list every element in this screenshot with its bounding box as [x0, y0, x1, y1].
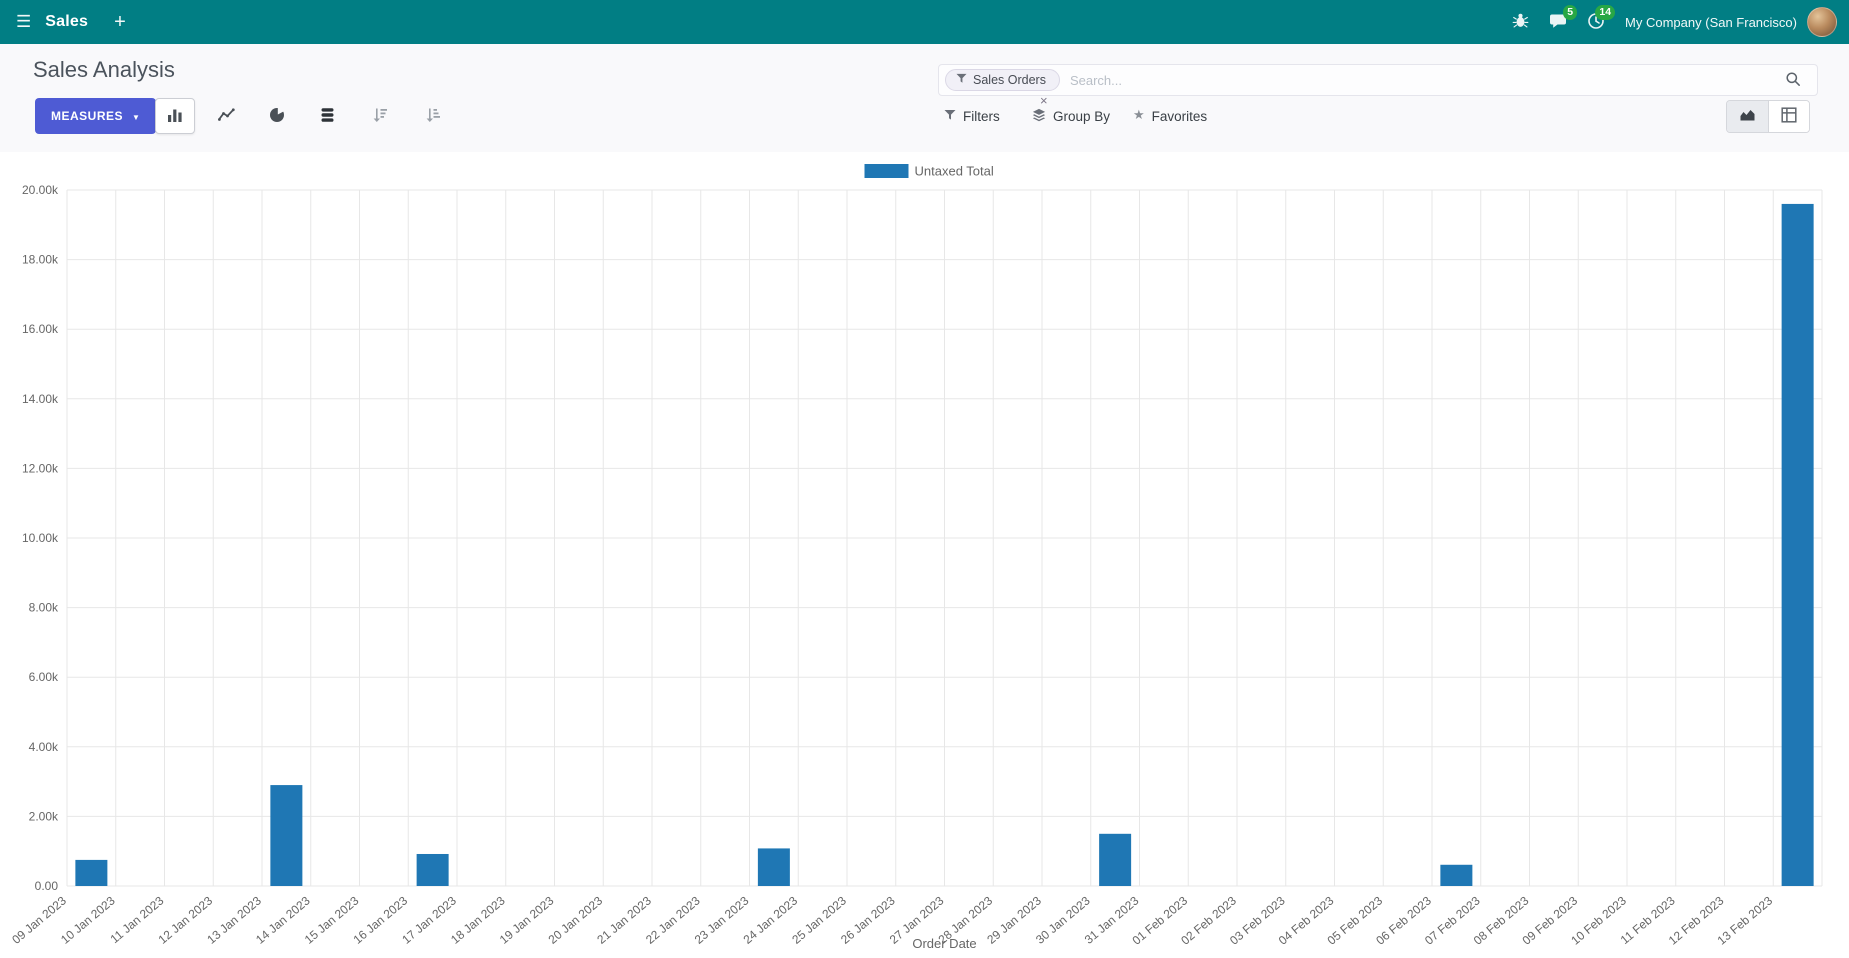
- activities-button[interactable]: 14: [1577, 3, 1616, 41]
- search-bar[interactable]: Sales Orders: [938, 64, 1818, 96]
- group-by-menu[interactable]: Group By: [1032, 98, 1110, 134]
- pie-chart-icon: [269, 106, 285, 126]
- stacked-icon: [320, 107, 335, 126]
- activities-badge: 14: [1595, 5, 1616, 20]
- pie-chart-button[interactable]: [257, 98, 297, 134]
- caret-down-icon: ▼: [132, 112, 141, 122]
- magnifier-icon: [1785, 71, 1801, 90]
- y-tick-label: 16.00k: [22, 322, 59, 336]
- plus-icon: +: [114, 10, 126, 33]
- messages-badge: 5: [1563, 5, 1578, 20]
- app-name[interactable]: Sales: [45, 13, 89, 30]
- measures-label: MEASURES: [51, 109, 124, 123]
- y-tick-label: 20.00k: [22, 183, 59, 197]
- y-tick-label: 10.00k: [22, 531, 59, 545]
- view-switcher: [1726, 100, 1810, 133]
- y-tick-label: 4.00k: [29, 740, 59, 754]
- view-switcher-pivot[interactable]: [1768, 101, 1809, 132]
- debug-button[interactable]: [1501, 3, 1539, 41]
- apps-menu-button[interactable]: ☰: [0, 12, 45, 32]
- messages-button[interactable]: 5: [1539, 3, 1578, 41]
- y-tick-label: 12.00k: [22, 461, 59, 475]
- sales-analysis-bar-chart[interactable]: Untaxed Total 0.00 2.00k 4.00k 6.00k 8.00k 10.…: [0, 152, 1849, 958]
- chart-type-group: [155, 98, 297, 134]
- area-chart-icon: [1739, 107, 1756, 126]
- search-facet-label: Sales Orders: [973, 73, 1046, 87]
- search-facet-sales-orders[interactable]: Sales Orders: [945, 69, 1060, 91]
- group-by-label: Group By: [1053, 108, 1111, 124]
- funnel-icon: [956, 73, 967, 87]
- user-menu[interactable]: My Company (San Francisco): [1625, 7, 1837, 37]
- stacked-toggle-button[interactable]: [307, 98, 347, 134]
- sort-ascending-button[interactable]: [413, 98, 453, 134]
- graph-tools-group: [307, 98, 453, 134]
- sort-descending-icon: [372, 107, 388, 126]
- star-icon: ★: [1133, 107, 1145, 122]
- chart-bar[interactable]: [270, 785, 303, 886]
- line-chart-icon: [217, 107, 235, 126]
- y-tick-label: 0.00: [35, 879, 59, 893]
- pivot-table-icon: [1781, 107, 1797, 126]
- filter-icon: [944, 109, 956, 124]
- hamburger-icon: ☰: [16, 12, 32, 31]
- navbar-systray: 5 14 My Company (San Francisco): [1501, 3, 1849, 41]
- add-button[interactable]: +: [102, 11, 138, 34]
- y-tick-label: 18.00k: [22, 253, 59, 267]
- x-axis-title: Order Date: [912, 936, 976, 951]
- chart-area: Untaxed Total 0.00 2.00k 4.00k 6.00k 8.00k 10.…: [0, 152, 1849, 958]
- y-tick-label: 8.00k: [29, 601, 59, 615]
- chart-bar[interactable]: [1781, 203, 1814, 887]
- layers-icon: [1032, 108, 1046, 125]
- bug-icon: [1512, 12, 1529, 32]
- y-tick-label: 6.00k: [29, 670, 59, 684]
- bar-chart-icon: [167, 107, 183, 126]
- line-chart-button[interactable]: [206, 98, 246, 134]
- legend-swatch[interactable]: [864, 164, 909, 178]
- chart-bar[interactable]: [1099, 833, 1132, 886]
- top-navbar: ☰ Sales +: [0, 0, 1849, 44]
- favorites-label: Favorites: [1151, 108, 1208, 124]
- y-tick-label: 2.00k: [29, 809, 59, 823]
- chart-bar[interactable]: [75, 859, 108, 886]
- favorites-menu[interactable]: ★ Favorites: [1133, 98, 1207, 134]
- avatar: [1807, 7, 1837, 37]
- messages-icon: [1549, 12, 1567, 33]
- measures-button[interactable]: MEASURES ▼: [35, 98, 157, 134]
- bar-chart-button[interactable]: [155, 98, 195, 134]
- search-input[interactable]: [1059, 72, 1779, 88]
- view-switcher-graph[interactable]: [1727, 101, 1768, 132]
- page-title: Sales Analysis: [33, 57, 175, 82]
- filters-menu[interactable]: Filters: [944, 98, 1000, 134]
- facet-remove-button[interactable]: ×: [1040, 93, 1048, 108]
- chart-bar[interactable]: [757, 848, 790, 886]
- search-button[interactable]: [1779, 66, 1807, 94]
- sort-descending-button[interactable]: [360, 98, 400, 134]
- chart-bar[interactable]: [416, 853, 449, 886]
- company-name: My Company (San Francisco): [1625, 14, 1797, 30]
- legend-label[interactable]: Untaxed Total: [915, 164, 994, 179]
- control-panel: Sales Analysis Sales Orders × MEASURES ▼: [0, 44, 1849, 152]
- chart-bar[interactable]: [1440, 864, 1473, 886]
- y-tick-label: 14.00k: [22, 392, 59, 406]
- x-tick-label: 10 Jan 2023: [58, 893, 118, 946]
- sort-ascending-icon: [425, 107, 441, 126]
- filters-label: Filters: [963, 108, 1000, 124]
